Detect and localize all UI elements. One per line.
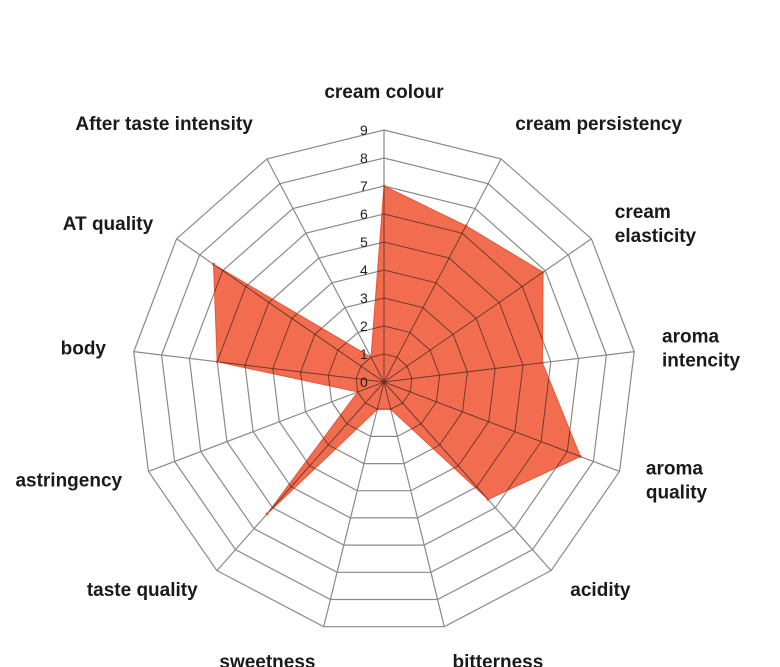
tick-label-3: 3 bbox=[360, 290, 368, 306]
grid-ring-8 bbox=[160, 157, 608, 601]
axis-label-12: AT quality bbox=[63, 214, 154, 235]
overlay-spoke-5 bbox=[383, 381, 581, 472]
tick-label-6: 6 bbox=[360, 206, 368, 222]
overlay-ring-6 bbox=[216, 213, 552, 514]
tick-label-4: 4 bbox=[360, 262, 368, 278]
tick-label-1: 1 bbox=[360, 346, 368, 362]
spoke-7 bbox=[383, 381, 445, 627]
grid-ring-9 bbox=[133, 129, 635, 628]
axis-label-1: cream colour bbox=[324, 82, 444, 103]
tick-label-5: 5 bbox=[360, 234, 368, 250]
spoke-10 bbox=[148, 381, 385, 472]
radial-tick-labels: 0 1 2 3 4 5 6 7 8 9 bbox=[360, 122, 368, 390]
axis-label-5: aroma quality bbox=[646, 459, 708, 504]
overlay-spoke-11 bbox=[213, 351, 385, 383]
axis-label-13: After taste intensity bbox=[75, 114, 253, 135]
overlay-spoke-4 bbox=[383, 351, 581, 383]
axis-label-8: sweetness bbox=[219, 652, 315, 667]
axis-label-6: acidity bbox=[570, 580, 631, 601]
tick-label-8: 8 bbox=[360, 150, 368, 166]
axis-labels: cream colour cream persistency cream elasti… bbox=[15, 82, 740, 667]
spoke-8 bbox=[323, 381, 385, 627]
tick-label-7: 7 bbox=[360, 178, 368, 194]
axis-label-10: astringency bbox=[15, 471, 122, 492]
overlay-spoke-12 bbox=[213, 238, 385, 383]
grid-overlay bbox=[213, 186, 581, 514]
overlay-spoke-6 bbox=[383, 381, 552, 514]
tick-label-2: 2 bbox=[360, 318, 368, 334]
axis-label-9: taste quality bbox=[87, 580, 198, 601]
overlay-ring-5 bbox=[244, 241, 524, 514]
axis-label-4: aroma intencity bbox=[662, 327, 741, 372]
axis-label-2: cream persistency bbox=[515, 114, 682, 135]
axis-label-11: body bbox=[61, 339, 107, 360]
spoke-13 bbox=[266, 158, 385, 383]
overlay-ring-1 bbox=[355, 353, 413, 410]
tick-label-0: 0 bbox=[360, 374, 368, 390]
tick-label-9: 9 bbox=[360, 122, 368, 138]
data-series bbox=[212, 184, 582, 516]
overlay-spoke-9 bbox=[216, 381, 385, 514]
axis-label-3: cream elasticity bbox=[615, 202, 697, 247]
axis-label-7: bitterness bbox=[453, 652, 544, 667]
